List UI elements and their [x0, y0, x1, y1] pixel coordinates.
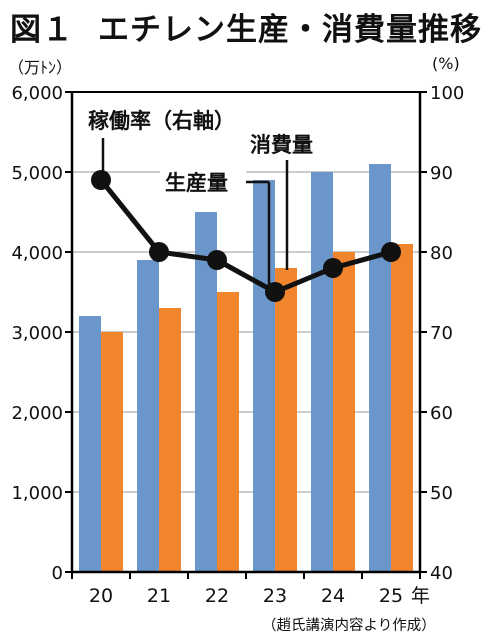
rate-point [323, 258, 343, 278]
rate-point [91, 170, 111, 190]
title-text: エチレン生産・消費量推移 [98, 12, 482, 48]
chart-title: 図１ エチレン生産・消費量推移 [10, 4, 482, 49]
bar-consumption [217, 292, 239, 572]
bar-production [195, 212, 217, 572]
axis-tick-labels: 0 1,000 2,000 3,000 4,000 5,000 6,000 40 50 60 70 8… [11, 83, 464, 607]
x-tick-label: 23 [263, 585, 287, 607]
left-tick-label: 4,000 [11, 243, 63, 264]
production-label: 生産量 [165, 171, 228, 195]
right-axis-unit: (%) [432, 54, 460, 73]
right-tick-label: 50 [430, 483, 453, 504]
bar-series [79, 164, 413, 572]
bar-production [311, 172, 333, 572]
left-tick-label: 6,000 [11, 83, 63, 104]
x-tick-label: 21 [147, 585, 171, 607]
rate-line-series [91, 170, 401, 302]
bar-consumption [333, 252, 355, 572]
bar-production [253, 180, 275, 572]
consumption-label: 消費量 [250, 133, 313, 157]
rate-point [207, 250, 227, 270]
bar-consumption [275, 268, 297, 572]
left-tick-label: 5,000 [11, 163, 63, 184]
source-note: （趙氏講演内容より作成） [262, 618, 436, 634]
right-tick-label: 60 [430, 403, 453, 424]
right-tick-label: 70 [430, 323, 453, 344]
bar-production [79, 316, 101, 572]
rate-point [265, 282, 285, 302]
x-tick-label: 22 [205, 585, 229, 607]
x-tick-label: 24 [321, 585, 345, 607]
consumption-label-bg [248, 130, 328, 158]
right-tick-label: 40 [430, 563, 453, 584]
axes [65, 91, 427, 579]
bar-production [137, 260, 159, 572]
left-tick-label: 3,000 [11, 323, 63, 344]
bar-production [369, 164, 391, 572]
rate-label: 稼働率（右軸） [88, 109, 235, 133]
rate-point [381, 242, 401, 262]
right-tick-label: 80 [430, 243, 453, 264]
bar-consumption [159, 308, 181, 572]
bar-consumption [101, 332, 123, 572]
right-tick-label: 90 [430, 163, 453, 184]
annotation-callouts: 稼働率（右軸） 生産量 消費量 [84, 104, 328, 298]
gridlines [72, 171, 420, 493]
x-tick-label: 25 [379, 585, 403, 607]
rate-point [149, 242, 169, 262]
left-tick-label: 2,000 [11, 403, 63, 424]
left-tick-label: 1,000 [11, 483, 63, 504]
bar-consumption [391, 244, 413, 572]
left-tick-label: 0 [52, 563, 63, 584]
rate-line [99, 178, 392, 295]
x-axis-unit: 年 [411, 585, 430, 607]
production-label-bg [160, 168, 246, 196]
figure-number: 図１ [10, 12, 74, 48]
x-tick-label: 20 [89, 585, 113, 607]
left-axis-unit: （万ﾄﾝ） [8, 58, 73, 77]
right-tick-label: 100 [430, 83, 464, 104]
rate-label-bg [84, 104, 246, 134]
